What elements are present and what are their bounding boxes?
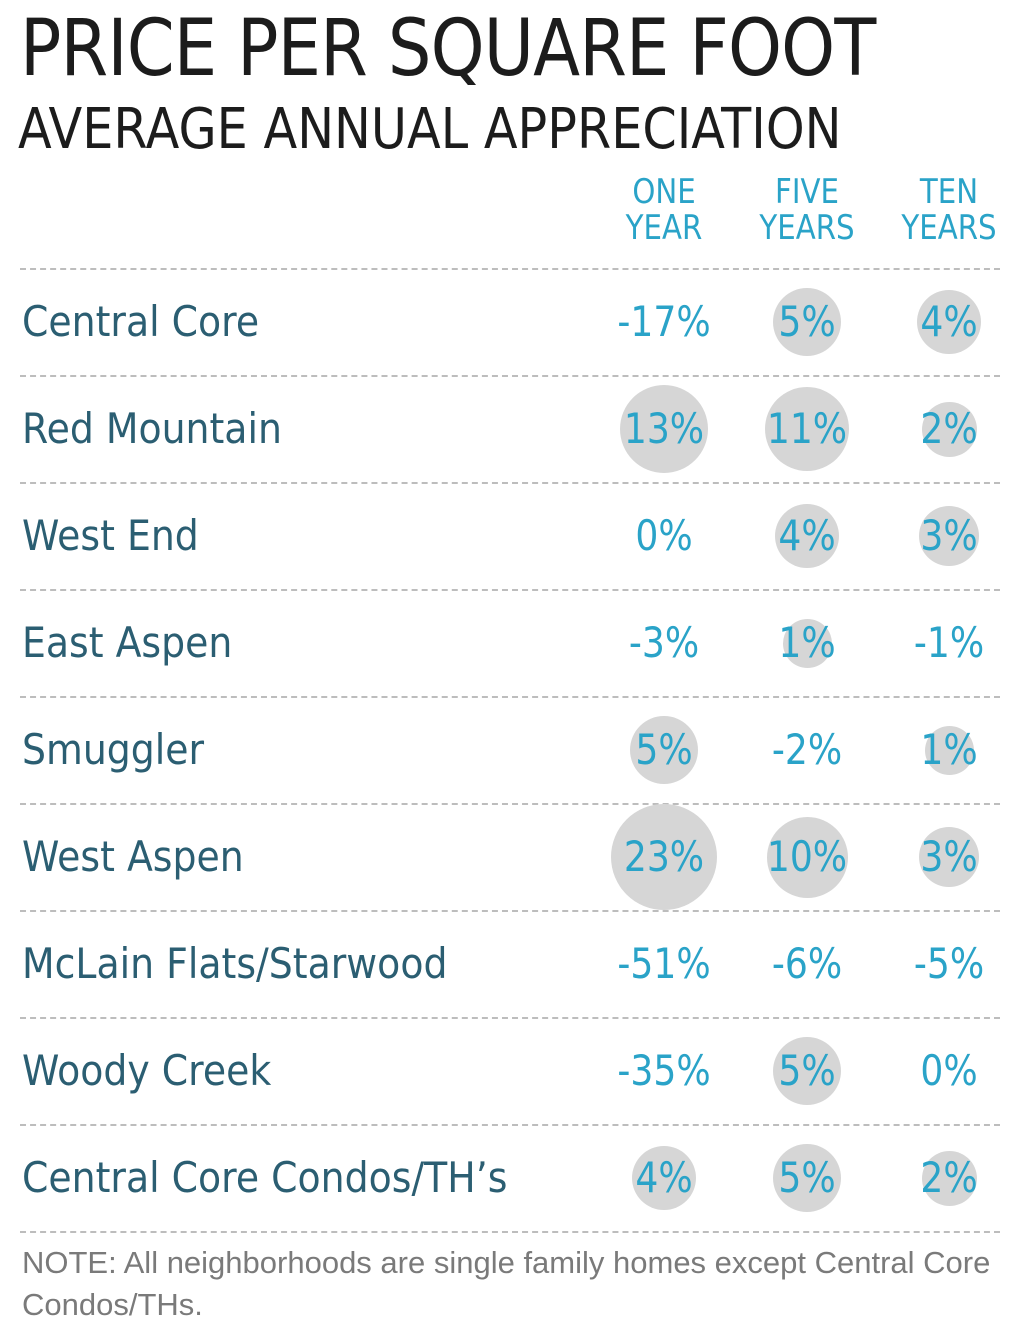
value-label: 5% [778,297,836,346]
value-bubble [773,1037,841,1105]
column-header-ten-years: TEN YEARS [880,174,1018,246]
column-header-five-years: FIVE YEARS [738,174,876,246]
row-divider [20,1017,1000,1019]
row-divider [20,910,1000,912]
row-label: East Aspen [22,618,233,667]
value-label: -17% [617,297,711,346]
row-label: West End [22,511,199,560]
row-divider [20,803,1000,805]
value-label: -5% [913,939,985,988]
row-divider [20,1124,1000,1126]
value-bubble [773,1144,841,1212]
value-label: 10% [766,832,848,881]
value-label: 2% [920,404,978,453]
row-divider [20,268,1000,270]
value-label: 23% [623,832,705,881]
row-divider [20,589,1000,591]
footnote: NOTE: All neighborhoods are single famil… [22,1245,991,1322]
value-label: 3% [920,511,978,560]
column-header-line: FIVE [775,172,839,212]
row-label: Central Core Condos/TH’s [22,1153,508,1202]
row-divider [20,482,1000,484]
value-label: -51% [617,939,711,988]
column-header-line: YEAR [625,208,703,248]
value-bubble [611,804,717,910]
value-bubble [630,716,698,784]
value-label: 4% [778,511,836,560]
value-bubble [775,504,839,568]
column-header-line: YEARS [759,208,855,248]
value-bubble [919,827,979,887]
row-divider [20,696,1000,698]
value-label: 11% [766,404,848,453]
value-bubble [921,1150,977,1206]
value-label: 3% [920,832,978,881]
column-header-line: TEN [919,172,979,212]
value-label: -35% [617,1046,711,1095]
value-label: 0% [920,1046,978,1095]
row-label: Smuggler [22,725,205,774]
value-label: 5% [778,1153,836,1202]
value-bubble [632,1146,696,1210]
value-label: 5% [635,725,693,774]
value-label: 1% [778,618,836,667]
value-bubble [765,387,849,471]
value-bubble [782,618,832,668]
value-bubble [766,816,848,898]
row-divider [20,1231,1000,1233]
row-divider [20,375,1000,377]
value-label: 0% [635,511,693,560]
value-label: 4% [920,297,978,346]
value-label: 1% [920,725,978,774]
value-bubble [921,401,977,457]
chart-subtitle: AVERAGE ANNUAL APPRECIATION [18,97,842,162]
row-label: McLain Flats/Starwood [22,939,448,988]
value-label: 4% [635,1153,693,1202]
value-label: 2% [920,1153,978,1202]
value-bubble [924,725,974,775]
value-label: -2% [771,725,843,774]
value-label: -3% [628,618,700,667]
value-bubble [919,506,979,566]
value-bubble [917,290,981,354]
value-label: 5% [778,1046,836,1095]
chart-title: PRICE PER SQUARE FOOT [20,4,876,94]
value-bubble [773,288,841,356]
value-bubble [620,385,708,473]
value-label: -6% [771,939,843,988]
column-header-line: ONE [632,172,696,212]
value-label: 13% [623,404,705,453]
row-label: Woody Creek [22,1046,272,1095]
row-label: West Aspen [22,832,244,881]
column-header-line: YEARS [901,208,997,248]
row-label: Red Mountain [22,404,282,453]
column-header-one-year: ONE YEAR [595,174,733,246]
value-label: -1% [913,618,985,667]
row-label: Central Core [22,297,260,346]
